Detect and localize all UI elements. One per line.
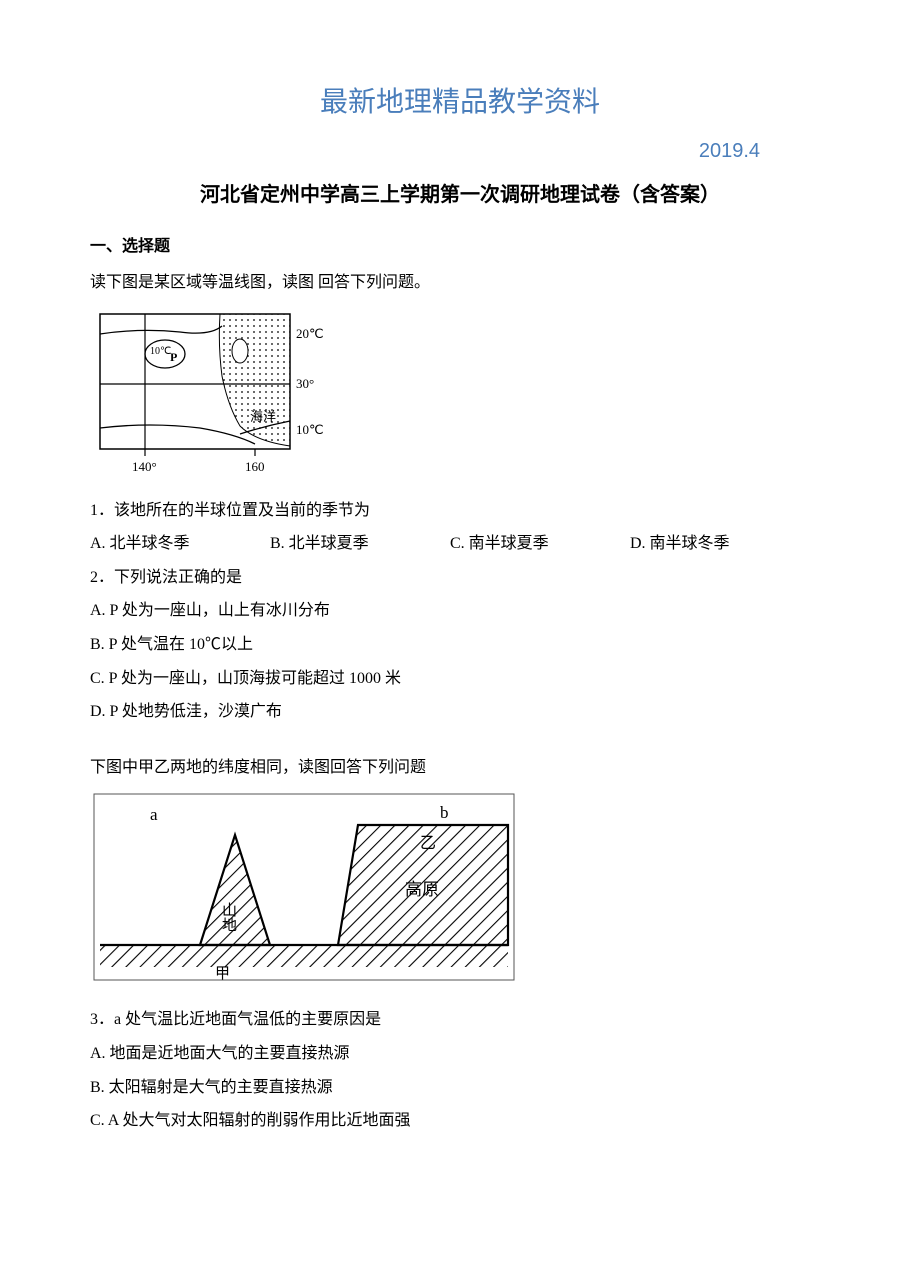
xtick-140: 140°: [132, 459, 157, 474]
p-label: P: [170, 350, 177, 364]
terrain-svg: a b 乙 山地 高原 甲: [90, 790, 520, 985]
main-title: 最新地理精品教学资料: [90, 80, 830, 120]
q2-opt-d: D. P 处地势低洼，沙漠广布: [90, 695, 830, 729]
q2-opt-b: B. P 处气温在 10℃以上: [90, 628, 830, 662]
q3-opt-b: B. 太阳辐射是大气的主要直接热源: [90, 1071, 830, 1105]
q2-stem: 2．下列说法正确的是: [90, 561, 830, 595]
q2-options: A. P 处为一座山，山上有冰川分布 B. P 处气温在 10℃以上 C. P …: [90, 594, 830, 728]
q3-opt-c: C. A 处大气对太阳辐射的削弱作用比近地面强: [90, 1104, 830, 1138]
q2-opt-a: A. P 处为一座山，山上有冰川分布: [90, 594, 830, 628]
q3-opt-a: A. 地面是近地面大气的主要直接热源: [90, 1037, 830, 1071]
xtick-160: 160: [245, 459, 265, 474]
section-heading: 一、选择题: [90, 232, 830, 256]
q1-options: A. 北半球冬季 B. 北半球夏季 C. 南半球夏季 D. 南半球冬季: [90, 527, 830, 561]
label-b: b: [440, 803, 449, 822]
intro-text-2: 下图中甲乙两地的纬度相同，读图回答下列问题: [90, 751, 830, 785]
sub-title: 河北省定州中学高三上学期第一次调研地理试卷（含答案）: [90, 178, 830, 207]
label-a: a: [150, 805, 158, 824]
q1-opt-a: A. 北半球冬季: [90, 527, 230, 561]
sea-label: 海洋: [250, 409, 276, 424]
label-mountain: 山地: [220, 902, 237, 932]
document-page: 最新地理精品教学资料 2019.4 河北省定州中学高三上学期第一次调研地理试卷（…: [0, 0, 920, 1198]
p-temp-label: 10℃: [150, 346, 171, 357]
ytick-30: 30°: [296, 376, 314, 391]
figure-terrain-profile: a b 乙 山地 高原 甲: [90, 790, 830, 985]
ytick-20c: 20℃: [296, 326, 324, 341]
q1-stem: 1．该地所在的半球位置及当前的季节为: [90, 494, 830, 528]
label-yi: 乙: [420, 835, 436, 852]
q1-opt-c: C. 南半球夏季: [450, 527, 590, 561]
q1-opt-d: D. 南半球冬季: [630, 527, 770, 561]
q3-options: A. 地面是近地面大气的主要直接热源 B. 太阳辐射是大气的主要直接热源 C. …: [90, 1037, 830, 1138]
label-jia: 甲: [215, 966, 230, 982]
ytick-10c: 10℃: [296, 422, 324, 437]
q2-opt-c: C. P 处为一座山，山顶海拔可能超过 1000 米: [90, 662, 830, 696]
q1-opt-b: B. 北半球夏季: [270, 527, 410, 561]
label-plateau: 高原: [405, 880, 439, 899]
intro-text-1: 读下图是某区域等温线图，读图 回答下列问题。: [90, 266, 830, 300]
isotherm-svg: 10℃ P 海洋 20℃ 30° 10℃ 140° 160: [90, 306, 330, 476]
figure-isotherm-map: 10℃ P 海洋 20℃ 30° 10℃ 140° 160: [90, 306, 830, 476]
date-line: 2019.4: [90, 140, 830, 163]
q3-stem: 3．a 处气温比近地面气温低的主要原因是: [90, 1003, 830, 1037]
